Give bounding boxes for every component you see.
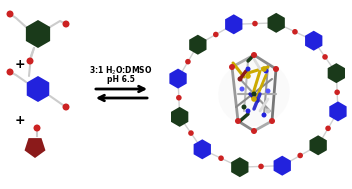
Circle shape — [245, 67, 251, 71]
Circle shape — [26, 57, 33, 64]
Circle shape — [245, 73, 251, 79]
Circle shape — [188, 130, 194, 136]
Polygon shape — [268, 13, 285, 33]
Circle shape — [239, 87, 245, 91]
Polygon shape — [305, 31, 322, 51]
Polygon shape — [194, 139, 211, 159]
Polygon shape — [27, 76, 49, 102]
Polygon shape — [329, 101, 347, 121]
Polygon shape — [328, 63, 345, 83]
Polygon shape — [274, 156, 291, 176]
Circle shape — [33, 125, 40, 132]
Circle shape — [229, 64, 235, 70]
Polygon shape — [309, 135, 327, 155]
Circle shape — [241, 105, 246, 109]
Circle shape — [235, 118, 241, 124]
Circle shape — [185, 59, 191, 64]
Text: +: + — [15, 115, 25, 128]
Text: pH 6.5: pH 6.5 — [107, 75, 135, 84]
Circle shape — [297, 153, 303, 158]
Circle shape — [261, 66, 267, 72]
Polygon shape — [169, 69, 187, 89]
Circle shape — [63, 20, 69, 28]
Polygon shape — [25, 138, 45, 158]
Circle shape — [238, 77, 243, 81]
Circle shape — [218, 155, 224, 161]
Polygon shape — [171, 107, 188, 127]
Circle shape — [273, 66, 279, 72]
Polygon shape — [225, 14, 243, 34]
Ellipse shape — [218, 60, 290, 126]
Circle shape — [334, 89, 340, 95]
Circle shape — [251, 52, 257, 58]
Circle shape — [325, 125, 331, 131]
Circle shape — [322, 54, 328, 60]
Text: 3:1 H$_2$O:DMSO: 3:1 H$_2$O:DMSO — [89, 65, 153, 77]
Circle shape — [265, 108, 270, 114]
Polygon shape — [231, 157, 249, 177]
Text: +: + — [15, 59, 25, 71]
Circle shape — [63, 104, 69, 111]
Circle shape — [176, 95, 182, 101]
Circle shape — [245, 108, 251, 114]
Circle shape — [258, 164, 264, 169]
Circle shape — [262, 112, 266, 118]
Circle shape — [265, 88, 270, 94]
Circle shape — [264, 68, 269, 74]
Circle shape — [6, 68, 13, 75]
Circle shape — [251, 128, 257, 134]
Polygon shape — [189, 35, 207, 55]
Circle shape — [251, 96, 257, 102]
Circle shape — [252, 21, 258, 26]
Polygon shape — [26, 20, 50, 48]
Circle shape — [269, 118, 275, 124]
Circle shape — [292, 29, 298, 35]
Circle shape — [251, 91, 257, 97]
Circle shape — [6, 11, 13, 18]
Circle shape — [213, 32, 219, 37]
